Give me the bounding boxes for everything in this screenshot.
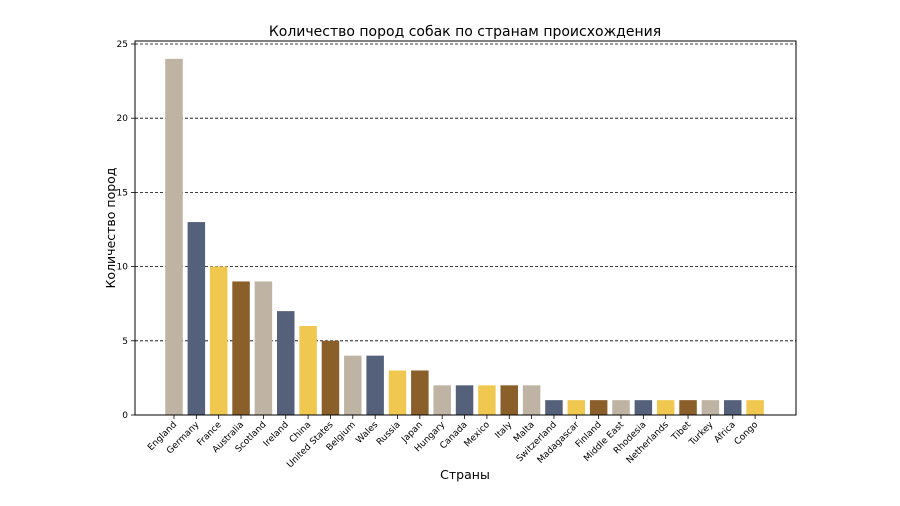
bar-malta xyxy=(522,385,541,415)
gridlines xyxy=(135,43,796,342)
x-tick-label: Ireland xyxy=(262,420,291,449)
y-tick-label: 10 xyxy=(117,263,129,273)
y-tick-label: 5 xyxy=(122,337,128,347)
x-axis-label: Страны xyxy=(440,467,490,482)
bar-wales xyxy=(366,355,384,415)
x-tick-label: Congo xyxy=(733,420,761,448)
bars xyxy=(165,58,764,416)
bar-rhodesia xyxy=(634,400,653,415)
bar-hungary xyxy=(433,385,451,415)
plot-frame xyxy=(134,40,797,416)
bar-finland xyxy=(589,400,608,415)
y-tick-label: 25 xyxy=(117,40,128,50)
y-tick-label: 0 xyxy=(122,411,128,421)
bar-mexico xyxy=(478,385,496,415)
bar-united-states xyxy=(321,340,340,415)
bar-canada xyxy=(455,385,474,415)
bar-australia xyxy=(232,281,250,415)
bar-belgium xyxy=(344,355,362,415)
x-axis: EnglandGermanyFranceAustraliaScotlandIre… xyxy=(146,415,761,470)
bar-middle-east xyxy=(612,400,630,415)
bar-africa xyxy=(724,400,742,415)
y-axis-label: Количество пород xyxy=(103,168,118,289)
bar-madagascar xyxy=(567,400,586,415)
chart-title: Количество пород собак по странам происх… xyxy=(269,24,661,40)
bar-japan xyxy=(411,370,429,415)
y-axis: 0 5 10 15 20 25 xyxy=(117,40,135,421)
bar-netherlands xyxy=(656,400,675,415)
bar-france xyxy=(209,266,228,415)
y-tick-label: 20 xyxy=(117,114,129,124)
x-tick-label: Turkey xyxy=(687,420,716,449)
x-tick-label: Mexico xyxy=(463,420,493,450)
bar-ireland xyxy=(277,311,295,415)
y-tick-label: 15 xyxy=(117,188,128,198)
bar-england xyxy=(165,58,183,416)
bar-switzerland xyxy=(545,400,563,415)
bar-turkey xyxy=(701,400,720,415)
bar-congo xyxy=(746,400,764,415)
bar-scotland xyxy=(254,281,273,415)
bar-germany xyxy=(187,222,206,415)
bar-china xyxy=(299,325,317,415)
bar-tibet xyxy=(679,400,697,415)
bar-russia xyxy=(388,370,407,415)
bar-italy xyxy=(500,385,518,415)
x-tick-label: Russia xyxy=(375,420,403,448)
